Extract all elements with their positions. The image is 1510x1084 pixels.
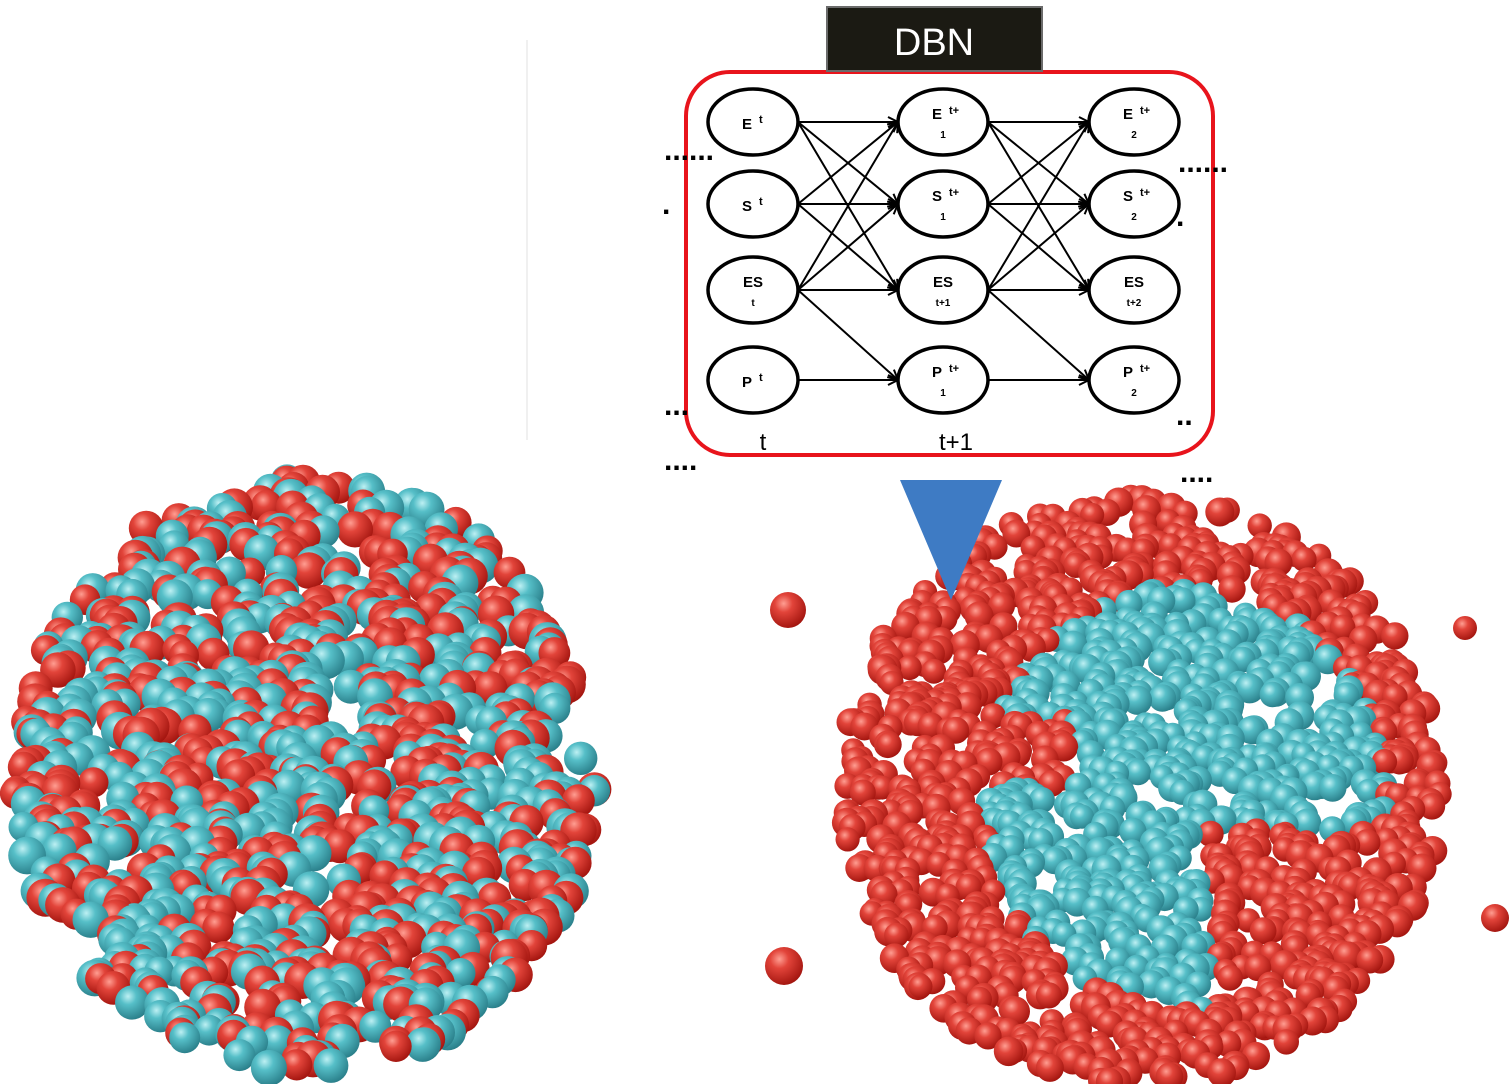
cyan-sphere: [314, 1048, 349, 1083]
ellipsis-left-mid: ...: [664, 389, 689, 422]
node-ellipse: [898, 171, 988, 237]
red-sphere: [380, 1031, 411, 1062]
node-label: P: [932, 364, 942, 381]
red-sphere: [876, 732, 901, 757]
red-sphere: [1036, 1054, 1064, 1082]
dbn-node-es-t2: ES t+2: [1089, 257, 1179, 323]
node-subscript: 2: [1131, 130, 1137, 141]
ellipsis-right-mid: ..: [1176, 399, 1193, 432]
dbn-node-e-t1: Et+ 1: [898, 89, 988, 155]
node-label: P: [1123, 364, 1133, 381]
red-sphere: [994, 1037, 1024, 1067]
node-label: E: [742, 116, 752, 133]
node-ellipse: [1089, 347, 1179, 413]
cyan-sphere: [1149, 684, 1177, 712]
red-sphere: [1453, 616, 1477, 640]
node-subscript: t+2: [1127, 298, 1142, 309]
dbn-node-p-t1: Pt+ 1: [898, 347, 988, 413]
node-superscript: t: [759, 114, 763, 126]
node-subscript: t+1: [936, 298, 951, 309]
node-label: E: [1123, 106, 1133, 123]
node-ellipse: [708, 89, 798, 155]
cyan-sphere: [1029, 787, 1055, 813]
red-sphere: [1381, 622, 1408, 649]
red-sphere: [921, 659, 946, 684]
node-subscript: 1: [940, 388, 946, 399]
dbn-node-es-t: ES t: [708, 257, 798, 323]
node-label: E: [932, 106, 942, 123]
red-sphere: [765, 947, 803, 985]
cyan-sphere: [564, 742, 597, 775]
node-superscript: t+: [949, 105, 959, 117]
node-label: S: [1123, 188, 1133, 205]
red-sphere: [770, 592, 806, 628]
red-sphere: [909, 974, 933, 998]
mixed-cluster: [0, 464, 611, 1084]
node-subscript: 2: [1131, 388, 1137, 399]
dbn-node-es-t1: ES t+1: [898, 257, 988, 323]
node-label: P: [742, 374, 752, 391]
node-label: ES: [743, 274, 763, 291]
ellipsis-left-bottom: ....: [664, 444, 697, 477]
node-superscript: t+: [1140, 105, 1150, 117]
node-ellipse: [708, 171, 798, 237]
time-label-t1: t+1: [939, 429, 973, 456]
node-ellipse: [898, 347, 988, 413]
red-sphere: [1481, 904, 1509, 932]
node-label: ES: [933, 274, 953, 291]
node-label: ES: [1124, 274, 1144, 291]
node-ellipse: [1089, 171, 1179, 237]
node-label: S: [742, 198, 752, 215]
node-subscript: 1: [940, 212, 946, 223]
node-subscript: 2: [1131, 212, 1137, 223]
node-superscript: t+: [1140, 363, 1150, 375]
ellipsis-right-top: ......: [1178, 146, 1228, 179]
cyan-sphere: [223, 1039, 255, 1071]
ellipsis-left-dot: .: [662, 188, 670, 221]
dbn-title: DBN: [894, 22, 974, 64]
red-sphere: [1217, 965, 1243, 991]
red-sphere: [836, 827, 860, 851]
node-superscript: t+: [949, 363, 959, 375]
node-superscript: t: [759, 196, 763, 208]
node-ellipse: [708, 347, 798, 413]
red-sphere: [1036, 982, 1062, 1008]
node-superscript: t+: [1140, 187, 1150, 199]
node-ellipse: [1089, 89, 1179, 155]
ellipsis-right-bottom: ....: [1180, 456, 1213, 489]
ellipsis-left-top: ......: [664, 134, 714, 167]
cyan-sphere: [1260, 682, 1286, 708]
cyan-sphere: [1319, 774, 1347, 802]
cyan-sphere: [169, 1022, 200, 1053]
red-sphere: [1274, 1029, 1299, 1054]
separated-cluster: [765, 485, 1509, 1084]
node-label: S: [932, 188, 942, 205]
node-superscript: t: [759, 372, 763, 384]
red-sphere: [1205, 498, 1234, 527]
node-subscript: 1: [940, 130, 946, 141]
red-sphere: [1250, 917, 1277, 944]
node-ellipse: [898, 89, 988, 155]
cyan-sphere: [115, 985, 149, 1019]
ellipsis-right-dot: .: [1176, 200, 1184, 233]
time-label-t: t: [760, 429, 767, 456]
node-superscript: t+: [949, 187, 959, 199]
